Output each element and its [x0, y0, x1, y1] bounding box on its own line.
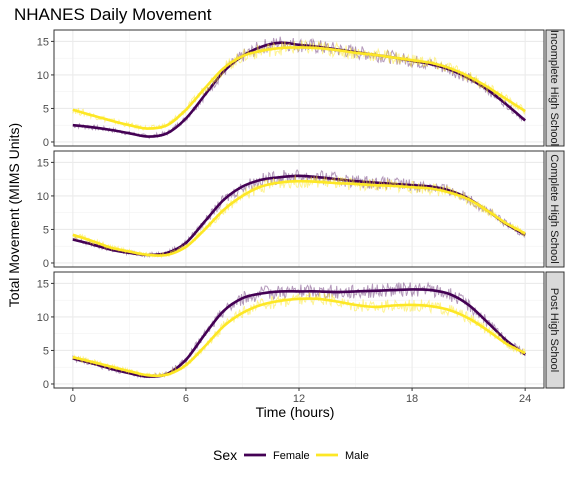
x-tick-label: 12 — [293, 393, 305, 405]
y-tick-label: 5 — [43, 103, 49, 115]
x-tick-label: 6 — [183, 393, 189, 405]
facet-strip-label: Incomplete High School — [548, 30, 560, 146]
series-line-male — [72, 179, 526, 257]
y-tick-label: 10 — [37, 312, 49, 324]
panels: 0 5 10 15 Incomplete High School 0 5 10 15 Comple… — [37, 29, 565, 405]
facet-panel: 0 5 10 15 Incomplete High School — [37, 29, 565, 149]
panel-border — [53, 150, 545, 268]
panel-border — [53, 29, 545, 147]
y-tick-label: 5 — [43, 224, 49, 236]
legend-label-male: Male — [345, 450, 369, 462]
y-tick-label: 15 — [37, 157, 49, 169]
y-tick-label: 15 — [37, 36, 49, 48]
legend: Sex Female Male — [213, 447, 369, 463]
x-tick-label: 24 — [519, 393, 531, 405]
y-tick-label: 0 — [43, 258, 49, 270]
y-tick-label: 10 — [37, 70, 49, 82]
facet-strip — [545, 150, 565, 268]
chart-title: NHANES Daily Movement — [14, 5, 212, 24]
y-tick-label: 10 — [37, 191, 49, 203]
y-tick-label: 5 — [43, 345, 49, 357]
legend-title: Sex — [213, 447, 237, 463]
x-tick-label: 0 — [70, 393, 76, 405]
y-tick-label: 0 — [43, 137, 49, 149]
y-axis-title: Total Movement (MIMS Units) — [6, 123, 22, 307]
x-tick-label: 18 — [406, 393, 418, 405]
y-tick-label: 0 — [43, 379, 49, 391]
facet-strip-label: Complete High School — [548, 154, 560, 263]
facet-strip — [545, 271, 565, 389]
legend-label-female: Female — [273, 450, 310, 462]
facet-strip — [545, 29, 565, 147]
facet-strip-label: Post High School — [548, 288, 560, 372]
series-line-female — [72, 41, 527, 138]
series-line-male — [72, 297, 526, 378]
series-line-male — [72, 46, 526, 130]
facet-panel: 0 5 10 15 Complete High School — [37, 150, 565, 270]
y-tick-label: 15 — [37, 278, 49, 290]
x-axis-title: Time (hours) — [256, 404, 335, 420]
facet-panel: 0 5 10 15 Post High School 0 6 12 18 24 — [37, 271, 565, 405]
